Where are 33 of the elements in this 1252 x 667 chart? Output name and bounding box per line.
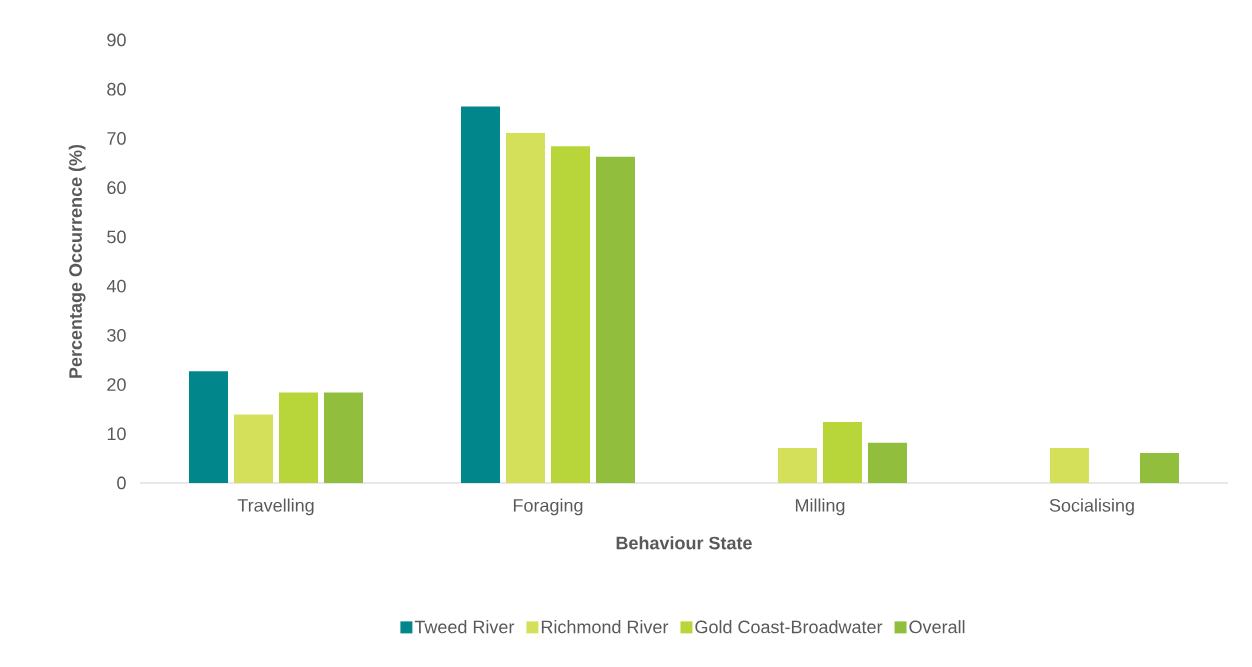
x-axis-title: Behaviour State [616, 536, 752, 550]
y-tick-label: 40 [106, 279, 126, 293]
bar [867, 442, 907, 483]
bar [279, 392, 318, 483]
y-tick-label: 0 [117, 476, 126, 490]
bar [1049, 448, 1089, 483]
legend-label: Richmond River [541, 620, 669, 634]
y-tick-label: 20 [107, 378, 126, 391]
x-tick-label: Socialising [1049, 498, 1134, 516]
y-tick-label: 50 [107, 230, 126, 244]
y-axis-title: Percentage Occurrence (%) [68, 144, 86, 378]
bar [822, 421, 862, 483]
y-tick-label: 80 [107, 82, 126, 96]
bar [189, 371, 228, 483]
bar [777, 448, 817, 483]
bar [234, 414, 273, 483]
legend-label: Tweed River [414, 620, 515, 634]
legend-label: Overall [909, 620, 965, 634]
y-tick-label: 60 [107, 181, 126, 195]
bar [460, 106, 500, 483]
bar [505, 133, 545, 483]
y-tick-label: 90 [107, 33, 126, 47]
bar [1139, 452, 1179, 483]
bar [550, 146, 590, 483]
y-tick-label: 30 [107, 328, 126, 342]
y-tick-label: 10 [107, 427, 126, 441]
x-tick-label: Milling [795, 498, 845, 516]
x-tick-label: Foraging [513, 498, 583, 516]
y-tick-label: 70 [107, 132, 126, 145]
bar [324, 392, 363, 483]
legend-label: Gold Coast-Broadwater [695, 620, 883, 634]
x-tick-label: Travelling [237, 498, 314, 516]
bar [595, 156, 635, 483]
